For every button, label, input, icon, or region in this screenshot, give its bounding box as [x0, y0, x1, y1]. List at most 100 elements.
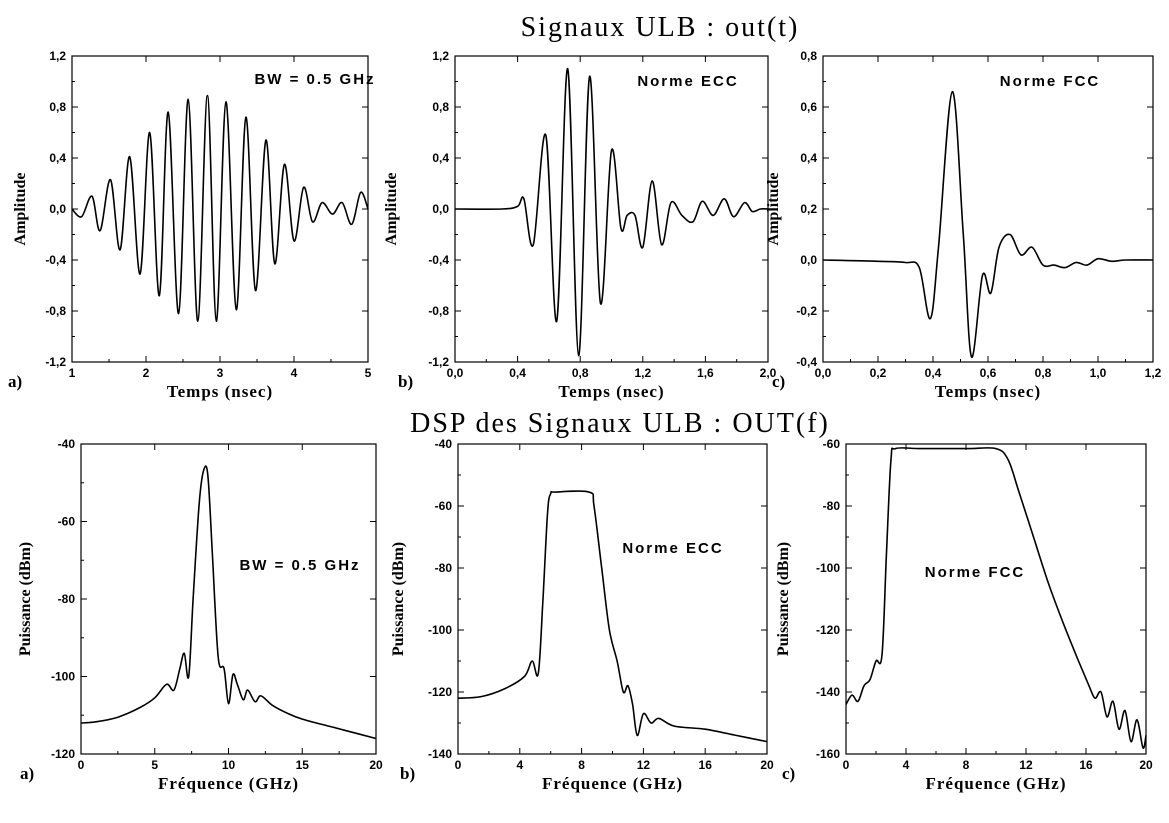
y-tick-label: 0,8 — [800, 49, 817, 63]
x-tick-label: 2 — [143, 366, 150, 380]
x-tick-label: 0,8 — [572, 366, 589, 380]
y-tick-label: 0,0 — [49, 202, 66, 216]
x-tick-label: 0 — [455, 758, 462, 772]
y-tick-label: -120 — [51, 747, 75, 761]
series-line — [80, 465, 377, 740]
y-tick-label: -0,8 — [45, 304, 66, 318]
x-tick-label: 16 — [699, 758, 713, 772]
x-tick-label: 12 — [637, 758, 651, 772]
annotation: Norme ECC — [637, 73, 738, 90]
chart-fa: 0 5 10 15 20 -120 -100 -80 -60 -40 Fréquence (GHz)… — [17, 437, 383, 793]
plot-frame — [71, 55, 369, 363]
series-line — [845, 447, 1147, 749]
y-tick-label: -40 — [58, 437, 76, 451]
y-tick-label: 0,2 — [800, 202, 817, 216]
y-tick-label: 1,2 — [432, 49, 449, 63]
chart-fc: 0 4 8 12 16 20 -160 -140 -120 -100 -80 -60 Fréquence… — [775, 437, 1153, 793]
x-tick-label: 0,4 — [509, 366, 526, 380]
x-tick-label: 0 — [78, 758, 85, 772]
chart-fb: 0 4 8 12 16 20 -140 -120 -100 -80 -60 -40 Fréquence … — [390, 437, 774, 793]
x-tick-label: 4 — [516, 758, 523, 772]
y-tick-label: 0,4 — [800, 151, 817, 165]
x-tick-label: 0,0 — [815, 366, 832, 380]
y-tick-label: -160 — [816, 747, 840, 761]
y-tick-label: 0,8 — [49, 100, 66, 114]
x-tick-label: 1,2 — [634, 366, 651, 380]
annotation: Norme ECC — [622, 540, 723, 557]
y-tick-label: -60 — [58, 515, 76, 529]
y-tick-label: 0,0 — [800, 253, 817, 267]
y-tick-label: -120 — [428, 685, 452, 699]
x-tick-label: 0,8 — [1035, 366, 1052, 380]
x-tick-label: 8 — [578, 758, 585, 772]
x-tick-label: 2,0 — [760, 366, 777, 380]
x-tick-label: 20 — [760, 758, 774, 772]
y-tick-label: 0,6 — [800, 100, 817, 114]
x-tick-label: 15 — [296, 758, 310, 772]
y-axis-label: Puissance (dBm) — [775, 542, 792, 656]
panel-label: c) — [772, 372, 785, 391]
x-tick-label: 0,0 — [447, 366, 464, 380]
x-tick-label: 1,2 — [1145, 366, 1162, 380]
y-tick-label: -120 — [816, 623, 840, 637]
x-tick-label: 0,4 — [925, 366, 942, 380]
x-tick-label: 20 — [369, 758, 383, 772]
x-tick-label: 4 — [291, 366, 298, 380]
x-axis-label: Fréquence (GHz) — [925, 774, 1066, 793]
panel-label: c) — [782, 764, 795, 783]
x-axis-label: Temps (nsec) — [935, 382, 1041, 401]
y-axis-label: Amplitude — [765, 173, 782, 246]
y-tick-label: -60 — [823, 437, 841, 451]
y-tick-label: -1,2 — [45, 355, 66, 369]
top-title: Signaux ULB : out(t) — [521, 12, 800, 43]
y-axis-label: Amplitude — [12, 173, 29, 246]
plot-frame — [845, 443, 1147, 755]
plot-frame — [80, 443, 377, 755]
y-tick-label: -40 — [435, 437, 453, 451]
plot-frame — [457, 443, 768, 755]
series-line — [71, 94, 369, 323]
x-tick-label: 5 — [151, 758, 158, 772]
x-tick-label: 1,6 — [697, 366, 714, 380]
y-tick-label: -0,2 — [796, 304, 817, 318]
x-tick-label: 0 — [843, 758, 850, 772]
x-axis-label: Fréquence (GHz) — [542, 774, 683, 793]
x-axis-label: Fréquence (GHz) — [158, 774, 299, 793]
series-line — [822, 90, 1154, 358]
y-tick-label: 0,8 — [432, 100, 449, 114]
x-axis-label: Temps (nsec) — [167, 382, 273, 401]
y-tick-label: -80 — [823, 499, 841, 513]
y-tick-label: 0,0 — [432, 202, 449, 216]
annotation: BW = 0.5 GHz — [239, 557, 360, 574]
annotation: Norme FCC — [925, 564, 1026, 581]
y-tick-label: 0,4 — [49, 151, 66, 165]
y-tick-label: -0,4 — [428, 253, 449, 267]
y-axis-label: Puissance (dBm) — [17, 542, 34, 656]
annotation: BW = 0.5 GHz — [254, 71, 375, 88]
y-tick-label: -100 — [428, 623, 452, 637]
chart-tc: 0,0 0,2 0,4 0,6 0,8 1,0 1,2 -0,4 -0,2 0,0 0,2 0,4 0,… — [765, 49, 1162, 401]
x-tick-label: 0,2 — [870, 366, 887, 380]
y-tick-label: -60 — [435, 499, 453, 513]
x-tick-label: 3 — [217, 366, 224, 380]
y-tick-label: -100 — [816, 561, 840, 575]
chart-ta: 1 2 3 4 5 -1,2 -0,8 -0,4 0,0 0,4 0,8 1,2 Temps (nsec… — [8, 49, 375, 401]
x-tick-label: 12 — [1019, 758, 1033, 772]
x-tick-label: 10 — [222, 758, 236, 772]
x-tick-label: 16 — [1079, 758, 1093, 772]
y-tick-label: -100 — [51, 670, 75, 684]
x-tick-label: 20 — [1139, 758, 1153, 772]
x-tick-label: 1 — [69, 366, 76, 380]
x-axis-label: Temps (nsec) — [558, 382, 664, 401]
y-tick-label: -0,4 — [45, 253, 66, 267]
y-axis-label: Puissance (dBm) — [390, 542, 407, 656]
y-tick-label: -0,4 — [796, 355, 817, 369]
y-tick-label: -0,8 — [428, 304, 449, 318]
x-tick-label: 8 — [963, 758, 970, 772]
panel-label: b) — [398, 372, 413, 391]
bottom-title: DSP des Signaux ULB : OUT(f) — [410, 408, 830, 439]
y-tick-label: 1,2 — [49, 49, 66, 63]
x-tick-label: 4 — [903, 758, 910, 772]
